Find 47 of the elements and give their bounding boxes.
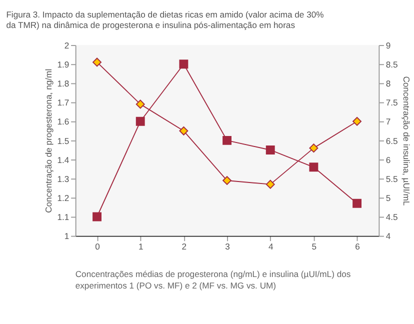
y2-tick-label: 4 [386, 231, 391, 242]
y2-tick-label: 8.5 [386, 59, 398, 70]
point [92, 212, 102, 222]
x-tick-label: 3 [225, 242, 230, 252]
point [222, 176, 232, 185]
y2-tick-label: 7 [386, 116, 391, 127]
y-tick-label: 1.7 [57, 98, 70, 108]
point [179, 60, 188, 69]
y2-tick-label: 9 [386, 40, 391, 50]
point [309, 144, 318, 153]
y-tick-label: 1.4 [57, 154, 70, 165]
y-axis-title: Concentração de progesterona, ng/ml [44, 68, 54, 213]
y2-tick-label: 6 [386, 154, 391, 165]
x-tick-label: 4 [268, 242, 274, 252]
x-tick-label: 2 [182, 242, 187, 252]
chart-title: Figura 3. Impacto da suplementação de dietas ricas em amido (valor acima de 30% da TMR) na dinâmica de progesterona e insulina pós-alimentação em horas [6, 9, 324, 30]
y2-tick-label: 8 [386, 78, 391, 89]
point [136, 100, 145, 109]
y-tick-label: 1.5 [57, 136, 70, 146]
point [309, 162, 318, 172]
y2-axis-title: Concentração de insulina, µUI/mL [402, 76, 412, 206]
y2-tick-label: 6.5 [386, 136, 398, 146]
point [266, 146, 275, 154]
point [352, 198, 362, 208]
y-tick-label: 1.3 [57, 174, 70, 184]
x-tick-label: 1 [138, 242, 144, 252]
y-tick-label: 1.2 [57, 193, 70, 204]
y-tick-label: 1 [64, 231, 70, 242]
point [92, 58, 102, 67]
point [179, 126, 188, 136]
point [352, 116, 362, 126]
x-tick-label: 6 [355, 242, 360, 252]
x-tick-label: 0 [95, 242, 100, 252]
y2-tick-label: 7.5 [386, 98, 398, 108]
y-tick-label: 2 [64, 40, 70, 50]
y-tick-label: 1.1 [57, 212, 70, 222]
y-tick-label: 1.6 [57, 116, 70, 127]
y-tick-label: 1.9 [57, 59, 70, 70]
y-tick-label: 1.8 [57, 78, 70, 89]
y2-tick-label: 5.5 [386, 174, 398, 184]
y2-tick-label: 4.5 [386, 212, 398, 222]
text: Concentrações médias de progesterona (ng/mL) e insulina (µUI/mL) dos experimentos 1 (PO vs. MF) e 2 (MF vs. MG vs. UM) [75, 268, 351, 290]
point [136, 116, 145, 126]
point [266, 180, 275, 189]
y2-tick-label: 5 [386, 193, 391, 204]
point [222, 136, 232, 145]
x-tick-label: 5 [312, 242, 317, 252]
